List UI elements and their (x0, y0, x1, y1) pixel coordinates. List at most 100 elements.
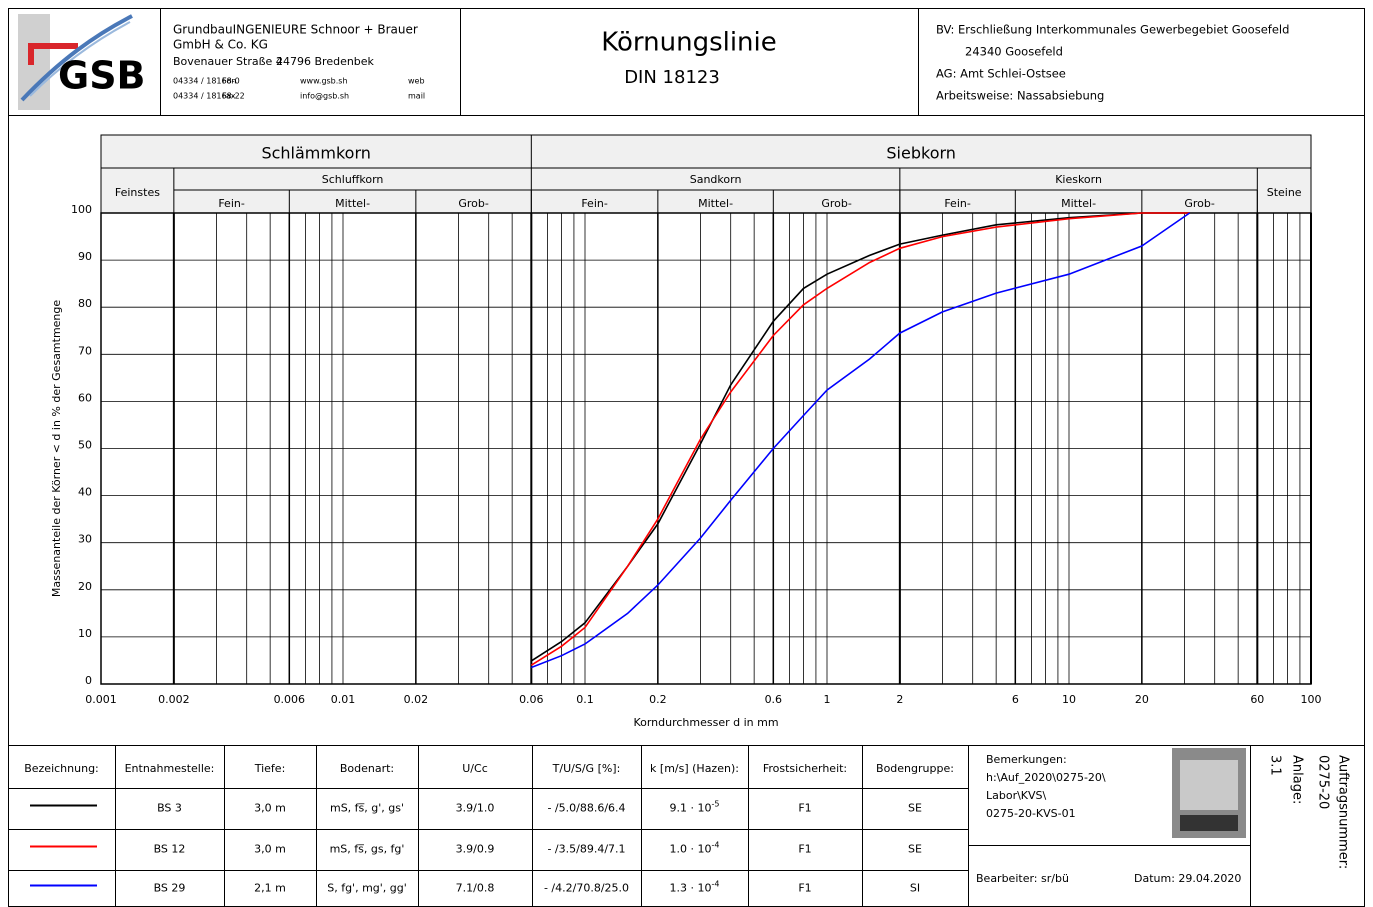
band-group-label: Siebkorn (886, 144, 956, 163)
cell: mS, fs̅, gs, fg' (330, 843, 405, 856)
contact: web (408, 77, 425, 86)
x-tick-label: 100 (1301, 693, 1322, 706)
y-axis-label: Massenanteile der Körner < d in % der Ge… (50, 300, 63, 598)
cell: SE (908, 843, 922, 856)
cell: BS 29 (154, 882, 186, 895)
notes-line: Labor\KVS\ (986, 789, 1047, 802)
address: Bovenauer Straße 4 (173, 55, 283, 68)
notes-line: h:\Auf_2020\0275-20\ (986, 771, 1106, 784)
cell: - /5.0/88.6/6.4 (547, 802, 625, 815)
order-info: Anlage: (1290, 755, 1305, 804)
k-exponent: -5 (712, 799, 720, 808)
x-tick-label: 0.002 (158, 693, 190, 706)
contact: mail (408, 92, 425, 101)
cell: 1.0 · 10-4 (670, 840, 720, 856)
contact: info@gsb.sh (300, 92, 349, 101)
series-line (531, 212, 1191, 669)
y-tick-label: 60 (78, 391, 92, 404)
cell: F1 (798, 882, 811, 895)
x-tick-label: 10 (1062, 693, 1076, 706)
column-header: U/Cc (462, 762, 488, 775)
band-fraction-label: Steine (1267, 186, 1302, 199)
y-tick-label: 30 (78, 533, 92, 546)
band-part-label: Grob- (821, 197, 852, 210)
band-part-label: Mittel- (698, 197, 733, 210)
x-tick-label: 0.2 (649, 693, 667, 706)
x-tick-label: 0.1 (576, 693, 594, 706)
y-tick-label: 100 (71, 203, 92, 216)
y-tick-label: 90 (78, 250, 92, 263)
cell: F1 (798, 802, 811, 815)
logo: GSB (58, 54, 146, 98)
logo-shape (28, 43, 34, 65)
column-header: Frostsicherheit: (763, 762, 847, 775)
cell: 3,0 m (254, 843, 286, 856)
cell: 7.1/0.8 (456, 882, 495, 895)
notes-line: 0275-20-KVS-01 (986, 807, 1076, 820)
x-tick-label: 6 (1012, 693, 1019, 706)
contact: www.gsb.sh (300, 77, 348, 86)
x-tick-label: 60 (1250, 693, 1264, 706)
contact: Fax (222, 92, 236, 101)
x-tick-label: 0.01 (331, 693, 356, 706)
project-info: AG: Amt Schlei-Ostsee (936, 67, 1066, 81)
k-base: 1.0 · 10 (670, 843, 712, 856)
column-header: Entnahmestelle: (125, 762, 215, 775)
project-info: Arbeitsweise: Nassabsiebung (936, 89, 1104, 103)
cell: 1.3 · 10-4 (670, 879, 720, 895)
company-name: GrundbauINGENIEURE Schnoor + Brauer (173, 23, 418, 37)
band-part-label: Mittel- (1061, 197, 1096, 210)
y-tick-label: 20 (78, 580, 92, 593)
column-header: k [m/s] (Hazen): (650, 762, 739, 775)
x-tick-label: 0.6 (765, 693, 783, 706)
band-fraction-label: Kieskorn (1055, 173, 1102, 186)
k-exponent: -4 (712, 879, 720, 888)
band-fraction-label: Schluffkorn (322, 173, 384, 186)
logo-shape (28, 43, 78, 49)
band-fraction-label: Feinstes (115, 186, 160, 199)
order-info: Auftragsnummer: (1336, 755, 1351, 869)
cell: 9.1 · 10-5 (670, 799, 720, 815)
y-tick-label: 50 (78, 439, 92, 452)
column-header: Tiefe: (254, 762, 286, 775)
band-group-label: Schlämmkorn (261, 144, 370, 163)
contact: 04334 / 18168-22 (173, 92, 245, 101)
x-axis-label: Korndurchmesser d in mm (633, 716, 778, 729)
band-part-label: Fein- (944, 197, 971, 210)
subtitle: DIN 18123 (624, 67, 720, 88)
project-info: 24340 Goosefeld (965, 45, 1063, 59)
cell: 3.9/1.0 (456, 802, 495, 815)
cell: BS 3 (157, 802, 182, 815)
band-part-label: Fein- (218, 197, 245, 210)
date: Datum: 29.04.2020 (1134, 872, 1241, 885)
contact: Fon (222, 77, 236, 86)
y-tick-label: 0 (85, 674, 92, 687)
x-tick-label: 0.006 (274, 693, 306, 706)
y-tick-label: 10 (78, 627, 92, 640)
company-name: GmbH & Co. KG (173, 38, 268, 52)
y-tick-label: 70 (78, 344, 92, 357)
y-tick-label: 80 (78, 297, 92, 310)
x-tick-label: 0.02 (404, 693, 429, 706)
cell: 3.9/0.9 (456, 843, 495, 856)
order-info: 3.1 (1268, 755, 1283, 776)
cell: 2,1 m (254, 882, 286, 895)
cell: F1 (798, 843, 811, 856)
x-tick-label: 1 (824, 693, 831, 706)
x-tick-label: 2 (896, 693, 903, 706)
cell: - /3.5/89.4/7.1 (547, 843, 625, 856)
series-line (530, 212, 1190, 666)
cell: - /4.2/70.8/25.0 (544, 882, 629, 895)
title: Körnungslinie (601, 28, 777, 58)
column-header: Bodengruppe: (876, 762, 954, 775)
order-info: 0275-20 (1316, 755, 1331, 809)
x-tick-label: 20 (1135, 693, 1149, 706)
photo (1180, 815, 1238, 831)
cell: SE (908, 802, 922, 815)
band-fraction-label: Sandkorn (690, 173, 742, 186)
band-part-label: Grob- (1184, 197, 1215, 210)
logo-shape (29, 21, 131, 97)
y-tick-label: 40 (78, 486, 92, 499)
series-line (530, 212, 1190, 662)
